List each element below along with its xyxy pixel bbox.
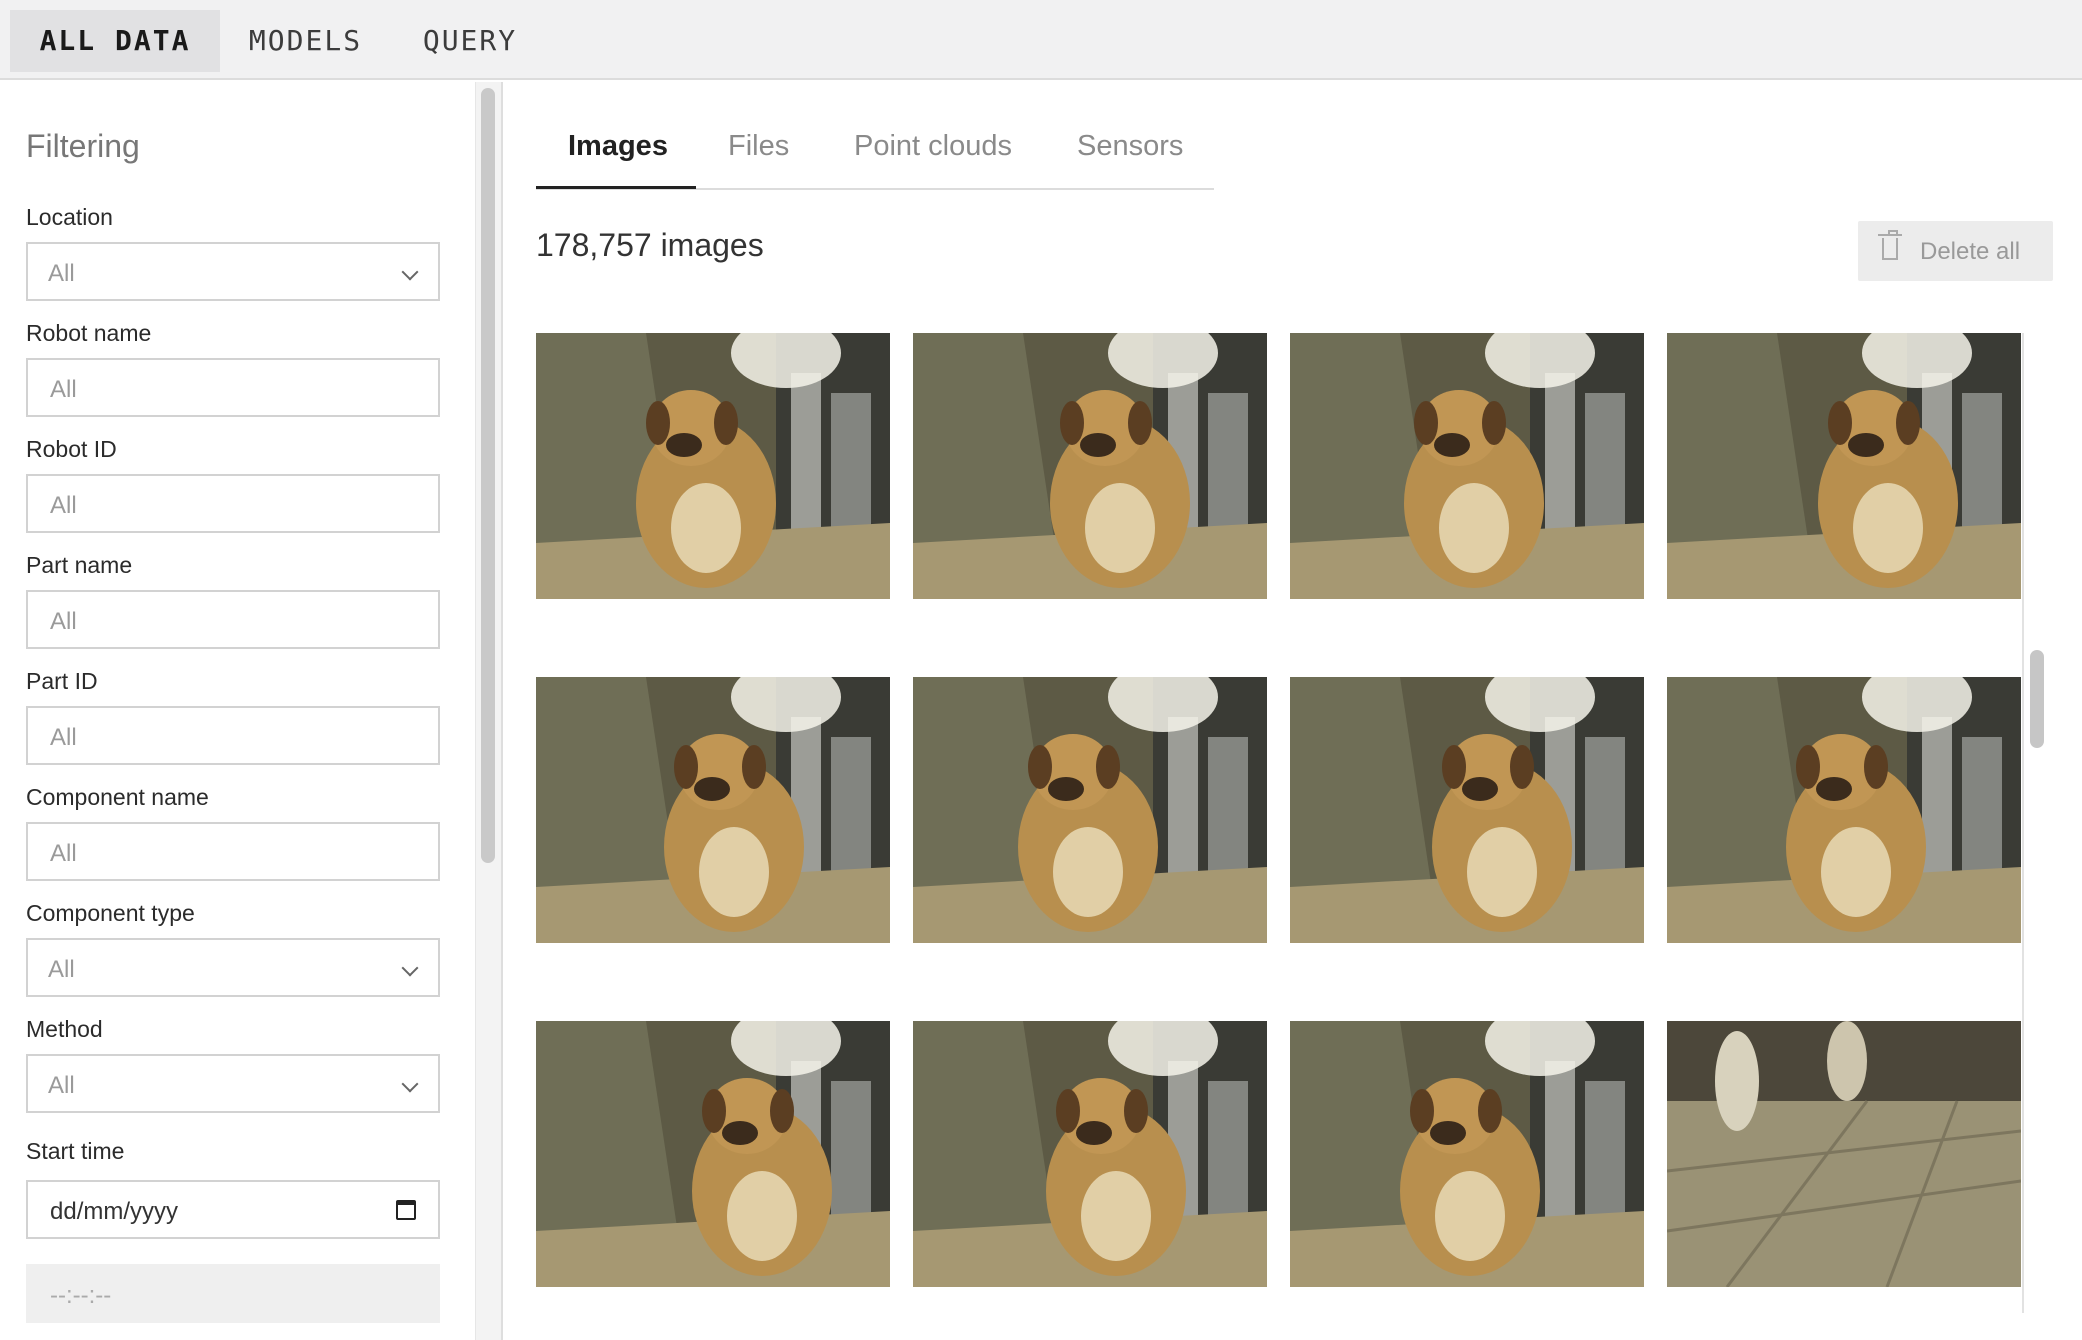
part-id-placeholder: All (50, 724, 77, 751)
active-tab-indicator (536, 186, 696, 189)
robot-id-label: Robot ID (26, 436, 117, 462)
dog-photo-icon (913, 333, 1267, 599)
chevron-down-icon (401, 263, 419, 281)
image-thumbnail[interactable] (913, 333, 1267, 599)
filtering-heading: Filtering (26, 128, 140, 164)
dog-photo-icon (1667, 677, 2021, 943)
start-time-label: Start time (26, 1138, 125, 1164)
component-type-label: Component type (26, 900, 195, 926)
image-thumbnail[interactable] (1667, 333, 2021, 599)
image-thumbnail[interactable] (536, 677, 890, 943)
nav-tab-models[interactable]: MODELS (248, 24, 363, 57)
top-nav: ALL DATA MODELS QUERY (0, 0, 2082, 80)
data-type-tabs: Images Files Point clouds Sensors (536, 120, 1214, 190)
start-time-input[interactable]: --:--:-- (26, 1264, 440, 1323)
delete-all-label: Delete all (1920, 238, 2021, 265)
filter-sidebar: Filtering Location All Robot name All Ro… (0, 82, 475, 1340)
dog-photo-icon (536, 677, 890, 943)
part-name-input[interactable]: All (26, 590, 440, 649)
robot-id-input[interactable]: All (26, 474, 440, 533)
image-thumbnail[interactable] (913, 1021, 1267, 1287)
calendar-icon[interactable] (396, 1200, 416, 1220)
dog-photo-icon (1290, 1021, 1644, 1287)
method-value: All (48, 1072, 75, 1099)
nav-tab-query[interactable]: QUERY (422, 24, 518, 57)
start-date-input[interactable]: dd/mm/yyyy (26, 1180, 440, 1239)
robot-name-input[interactable]: All (26, 358, 440, 417)
tab-images[interactable]: Images (568, 130, 668, 162)
component-name-placeholder: All (50, 840, 77, 867)
floor-photo-icon (1667, 1021, 2021, 1287)
image-thumbnail[interactable] (1290, 333, 1644, 599)
start-time-placeholder: --:--:-- (50, 1282, 112, 1309)
part-name-label: Part name (26, 552, 133, 578)
nav-tab-all-data[interactable]: ALL DATA (10, 10, 220, 72)
tab-point-clouds[interactable]: Point clouds (854, 130, 1012, 162)
grid-divider (2022, 333, 2024, 1313)
chevron-down-icon (401, 1075, 419, 1093)
chevron-down-icon (401, 959, 419, 977)
grid-scrollbar-thumb[interactable] (2030, 650, 2044, 748)
dog-photo-icon (1667, 333, 2021, 599)
dog-photo-icon (1290, 333, 1644, 599)
robot-name-placeholder: All (50, 376, 77, 403)
part-name-placeholder: All (50, 608, 77, 635)
dog-photo-icon (1290, 677, 1644, 943)
tab-files[interactable]: Files (728, 130, 790, 162)
trash-icon (1878, 230, 1902, 260)
image-grid (536, 333, 2024, 1333)
image-thumbnail[interactable] (1667, 677, 2021, 943)
location-select[interactable]: All (26, 242, 440, 301)
dog-photo-icon (913, 1021, 1267, 1287)
method-label: Method (26, 1016, 103, 1042)
method-select[interactable]: All (26, 1054, 440, 1113)
robot-name-label: Robot name (26, 320, 152, 346)
image-thumbnail[interactable] (1290, 1021, 1644, 1287)
image-thumbnail[interactable] (913, 677, 1267, 943)
component-type-select[interactable]: All (26, 938, 440, 997)
component-name-input[interactable]: All (26, 822, 440, 881)
location-label: Location (26, 204, 113, 230)
tab-sensors[interactable]: Sensors (1077, 130, 1184, 162)
dog-photo-icon (536, 333, 890, 599)
component-type-value: All (48, 956, 75, 983)
image-count: 178,757 images (536, 227, 764, 263)
component-name-label: Component name (26, 784, 209, 810)
dog-photo-icon (536, 1021, 890, 1287)
part-id-input[interactable]: All (26, 706, 440, 765)
start-date-placeholder: dd/mm/yyyy (50, 1198, 179, 1225)
delete-all-button[interactable]: Delete all (1858, 221, 2053, 281)
image-thumbnail[interactable] (536, 1021, 890, 1287)
robot-id-placeholder: All (50, 492, 77, 519)
location-value: All (48, 260, 75, 287)
sidebar-scrollbar-thumb[interactable] (481, 88, 495, 863)
image-thumbnail[interactable] (1667, 1021, 2021, 1287)
dog-photo-icon (913, 677, 1267, 943)
image-thumbnail[interactable] (536, 333, 890, 599)
image-thumbnail[interactable] (1290, 677, 1644, 943)
part-id-label: Part ID (26, 668, 98, 694)
